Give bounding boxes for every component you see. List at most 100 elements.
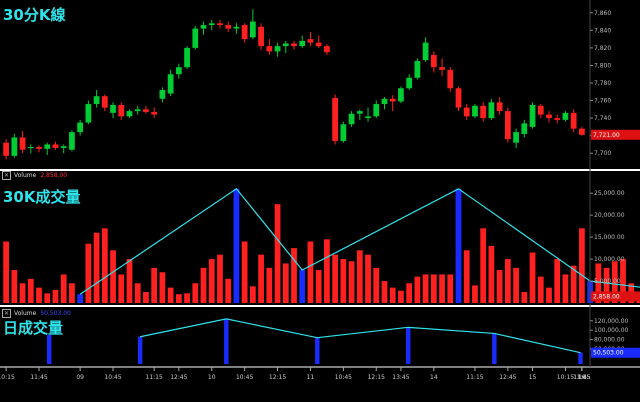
candle-up: [60, 146, 67, 148]
volume-bar: [554, 259, 561, 303]
candle-up: [521, 123, 528, 134]
volume-bar: [488, 245, 495, 303]
candle-down: [291, 43, 297, 47]
daily-volume-bar: [137, 336, 143, 364]
price-tick-label: 7,760: [594, 98, 611, 105]
x-tick-label: 10:15: [0, 374, 15, 381]
candle-up: [134, 109, 141, 112]
volume-bar: [36, 287, 42, 303]
volume-bar: [143, 292, 149, 303]
close-icon[interactable]: ✕: [2, 171, 11, 180]
volume-bar: [258, 254, 264, 303]
candle-down: [3, 142, 9, 156]
candle-up: [110, 104, 116, 113]
volume-bar: [126, 259, 133, 303]
candle-up: [167, 74, 174, 94]
x-tick-label: 11: [307, 374, 315, 381]
candle-up: [422, 42, 429, 61]
candle-up: [159, 90, 166, 99]
volume-bar: [595, 263, 602, 303]
volume-bar: [93, 232, 100, 303]
volume-tick-label: 25,000.00: [594, 190, 625, 197]
volume-bar: [611, 261, 618, 303]
x-tick-label: 12:15: [368, 374, 385, 381]
candle-down: [118, 104, 125, 117]
close-icon[interactable]: ✕: [2, 309, 11, 318]
volume-bar: [52, 289, 59, 303]
volume-bar: [546, 287, 552, 303]
price-tick-label: 7,740: [594, 115, 611, 122]
candle-up: [11, 137, 18, 156]
candle-down: [241, 25, 248, 40]
candle-down: [455, 88, 462, 108]
candle-up: [348, 113, 355, 125]
volume-bar: [406, 283, 413, 303]
candle-down: [225, 25, 232, 29]
volume-bar: [3, 241, 9, 303]
volume-bar: [192, 283, 199, 303]
candle-up: [200, 25, 207, 29]
volume-bar: [151, 267, 158, 303]
volume-bar: [27, 278, 34, 303]
candle-up: [85, 104, 92, 123]
last-price-tag: [591, 129, 640, 140]
x-tick-label: 15: [529, 374, 537, 381]
daily-volume-bar: [578, 352, 583, 364]
daily-volume-label: Volume: [14, 310, 37, 317]
candle-down: [266, 46, 273, 52]
volume-bar: [118, 274, 125, 303]
candle-up: [282, 43, 289, 47]
volume-trend-line: [79, 187, 640, 295]
daily-panel-header: ✕ Volume 50,503.00: [0, 309, 71, 319]
candle-down: [570, 112, 577, 129]
volume-bar: [422, 274, 429, 303]
candle-down: [324, 46, 330, 53]
candle-up: [44, 144, 51, 149]
x-tick-label: 13:15: [573, 374, 590, 381]
candle-up: [69, 132, 75, 150]
daily-volume-value: 50,503.00: [40, 310, 71, 317]
daily-volume-bars: [46, 318, 583, 364]
volume-value: 2,858.00: [40, 172, 68, 179]
volume-bar: [241, 241, 248, 303]
candle-down: [463, 107, 470, 117]
volume-bar: [85, 243, 92, 303]
x-tick-label: 12:15: [269, 374, 286, 381]
volume-bar: [529, 252, 536, 303]
x-tick-label: 11:45: [573, 374, 590, 381]
x-tick-label: 16: [578, 374, 586, 381]
volume-bar: [496, 270, 503, 303]
volume-bar: [579, 228, 585, 303]
candle-up: [126, 111, 133, 117]
candle-up: [184, 47, 190, 68]
volume-bar: [60, 274, 67, 303]
x-tick-label: 12:45: [499, 374, 516, 381]
volume-bar: [373, 267, 380, 303]
candle-down: [496, 102, 503, 112]
candle-down: [430, 54, 437, 68]
volume-bar: [274, 204, 281, 303]
candle-up: [299, 40, 306, 47]
x-tick-label: 13:45: [392, 374, 409, 381]
volume-bar: [44, 293, 51, 303]
price-tick-label: 7,700: [594, 150, 611, 157]
candle-down: [315, 42, 322, 47]
volume-bar: [315, 270, 322, 303]
volume-bar: [332, 254, 339, 303]
candle-up: [406, 77, 413, 89]
volume-bar: [184, 293, 190, 303]
volume-tick-label: 10,000.00: [594, 256, 625, 263]
x-tick-label: 14: [430, 374, 438, 381]
volume-bar: [324, 239, 330, 303]
volume-bar: [225, 278, 232, 303]
candle-up: [356, 111, 363, 114]
volume-tick-label: 15,000.00: [594, 234, 625, 241]
volume-bar: [69, 283, 75, 303]
volume-bar: [356, 250, 363, 303]
volume-bar-highlight: [455, 188, 462, 303]
volume-panel-title: 30K成交量: [3, 188, 81, 206]
daily-volume-bar: [315, 337, 320, 364]
candle-down: [554, 118, 561, 120]
candle-up: [233, 26, 240, 29]
